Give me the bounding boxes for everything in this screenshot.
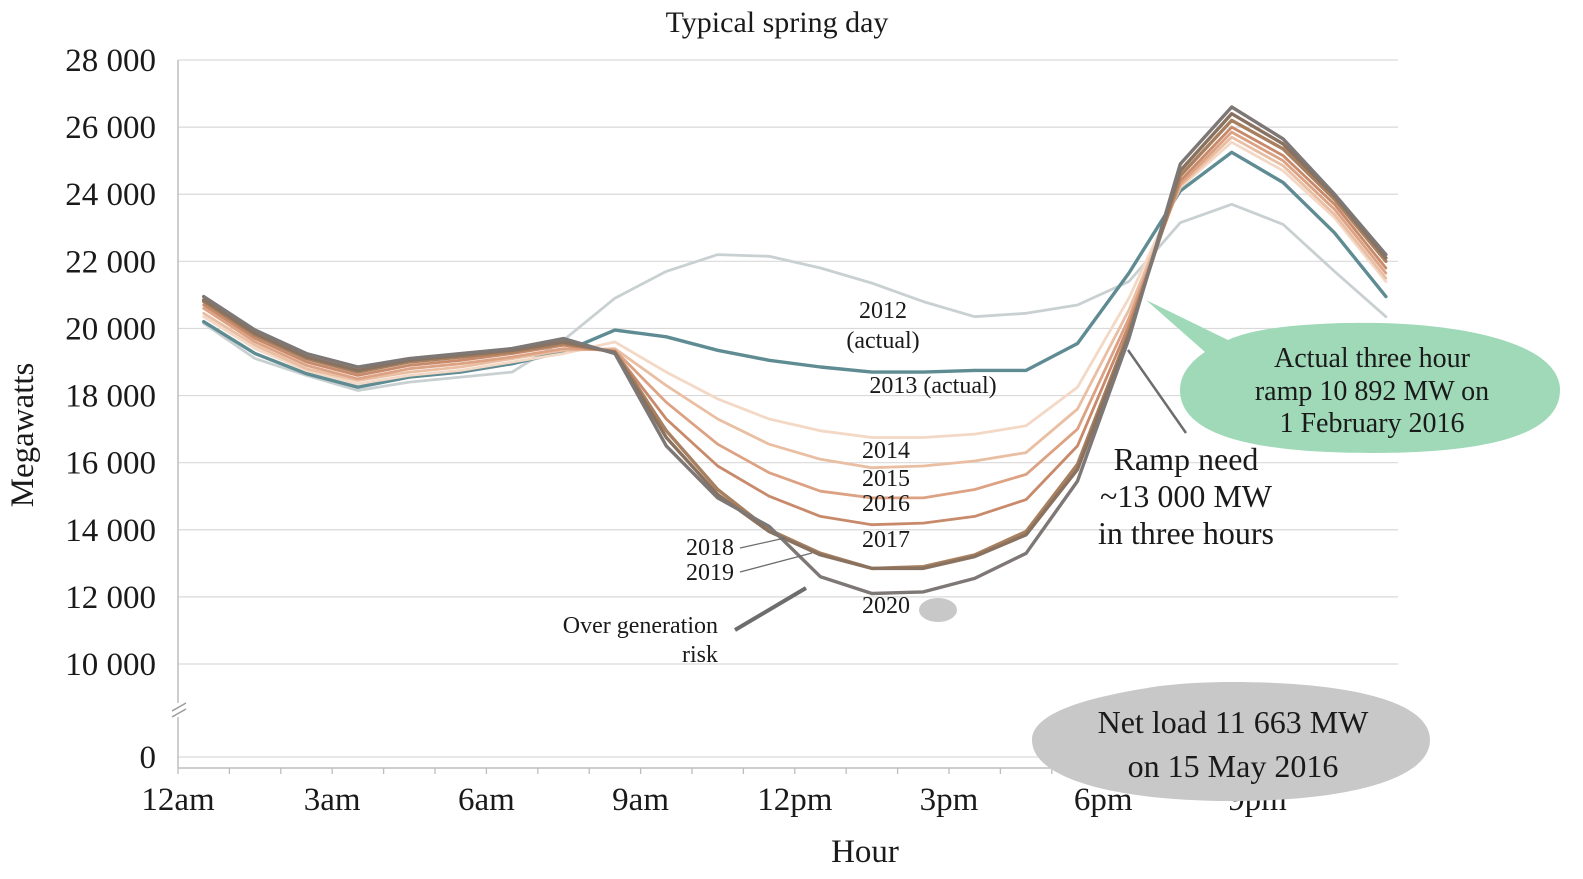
y-tick-label-22000: 22 000 bbox=[65, 244, 156, 280]
x-tick-label-12am: 12am bbox=[141, 782, 215, 818]
x-axis-label: Hour bbox=[831, 834, 899, 870]
label-2016: 2016 bbox=[862, 491, 910, 517]
label-2012-year: 2012 bbox=[859, 298, 907, 324]
x-tick-label-9am: 9am bbox=[612, 782, 669, 818]
over-generation-line1: Over generation bbox=[563, 613, 718, 639]
series-line-2015 bbox=[202, 135, 1388, 470]
label-2015: 2015 bbox=[862, 466, 910, 492]
y-axis-tick-labels: 0 10 000 12 000 14 000 16 000 18 000 20 000 22 … bbox=[65, 43, 156, 776]
y-tick-label-18000: 18 000 bbox=[65, 379, 156, 415]
label-2018: 2018 bbox=[686, 535, 734, 561]
gridlines bbox=[178, 59, 1398, 758]
label-2020: 2020 bbox=[862, 593, 910, 619]
series-line-2013-actual- bbox=[201, 150, 1388, 389]
actual-ramp-bubble bbox=[1146, 300, 1560, 453]
y-tick-label-16000: 16 000 bbox=[65, 446, 156, 482]
x-tick-label-3am: 3am bbox=[304, 782, 361, 818]
over-generation-arrow bbox=[733, 586, 808, 632]
actual-ramp-line3: 1 February 2016 bbox=[1279, 408, 1464, 439]
series-labels: 2012 (actual) 2013 (actual) 2014 2015 20… bbox=[686, 298, 997, 619]
series-line-2019 bbox=[201, 111, 1388, 571]
y-tick-label-24000: 24 000 bbox=[65, 177, 156, 213]
label-2017: 2017 bbox=[862, 527, 910, 553]
ramp-need-arrow bbox=[1126, 349, 1188, 434]
leader-2019 bbox=[739, 552, 813, 573]
chart-title: Typical spring day bbox=[666, 6, 889, 39]
ramp-need-annotation: Ramp need ~13 000 MW in three hours bbox=[1098, 349, 1274, 551]
label-2012-actual: (actual) bbox=[846, 328, 919, 354]
x-axis-ticks: 12am3am6am9am12pm3pm6pm9pm bbox=[141, 768, 1361, 818]
y-tick-label-26000: 26 000 bbox=[65, 110, 156, 146]
over-generation-annotation: Over generation risk bbox=[563, 586, 808, 668]
y-tick-label-10000: 10 000 bbox=[65, 647, 156, 683]
label-2013: 2013 (actual) bbox=[869, 373, 996, 399]
y-tick-label-12000: 12 000 bbox=[65, 580, 156, 616]
axis-break-mark bbox=[170, 702, 187, 718]
x-tick-label-3pm: 3pm bbox=[920, 782, 979, 818]
actual-ramp-callout: Actual three hour ramp 10 892 MW on 1 Fe… bbox=[1146, 300, 1560, 453]
series-line-2017 bbox=[202, 125, 1388, 527]
series-line-2020 bbox=[201, 105, 1388, 596]
series-line-2016 bbox=[202, 130, 1388, 500]
y-tick-label-14000: 14 000 bbox=[65, 513, 156, 549]
leader-2018 bbox=[739, 537, 786, 549]
ramp-need-line1: Ramp need bbox=[1114, 441, 1259, 477]
series-lines bbox=[201, 105, 1388, 596]
y-tick-label-0: 0 bbox=[140, 740, 157, 776]
label-2014: 2014 bbox=[862, 438, 910, 464]
y-tick-label-28000: 28 000 bbox=[65, 43, 156, 79]
x-tick-label-12pm: 12pm bbox=[757, 782, 833, 818]
y-axis-label: Megawatts bbox=[5, 363, 41, 508]
actual-ramp-line2: ramp 10 892 MW on bbox=[1255, 376, 1489, 407]
net-load-marker bbox=[919, 598, 957, 622]
ramp-need-line3: in three hours bbox=[1098, 515, 1274, 551]
over-generation-line2: risk bbox=[682, 642, 718, 668]
net-load-callout: Net load 11 663 MW on 15 May 2016 bbox=[919, 598, 1430, 801]
y-tick-label-20000: 20 000 bbox=[65, 311, 156, 347]
x-tick-label-6am: 6am bbox=[458, 782, 515, 818]
net-load-bubble bbox=[952, 614, 1430, 801]
actual-ramp-line1: Actual three hour bbox=[1274, 343, 1471, 374]
series-line-2014 bbox=[202, 140, 1388, 439]
net-load-line2: on 15 May 2016 bbox=[1128, 748, 1339, 784]
series-line-2012-actual- bbox=[202, 202, 1388, 392]
net-load-line1: Net load 11 663 MW bbox=[1098, 704, 1370, 740]
label-2019: 2019 bbox=[686, 560, 734, 586]
ramp-need-line2: ~13 000 MW bbox=[1100, 478, 1273, 514]
